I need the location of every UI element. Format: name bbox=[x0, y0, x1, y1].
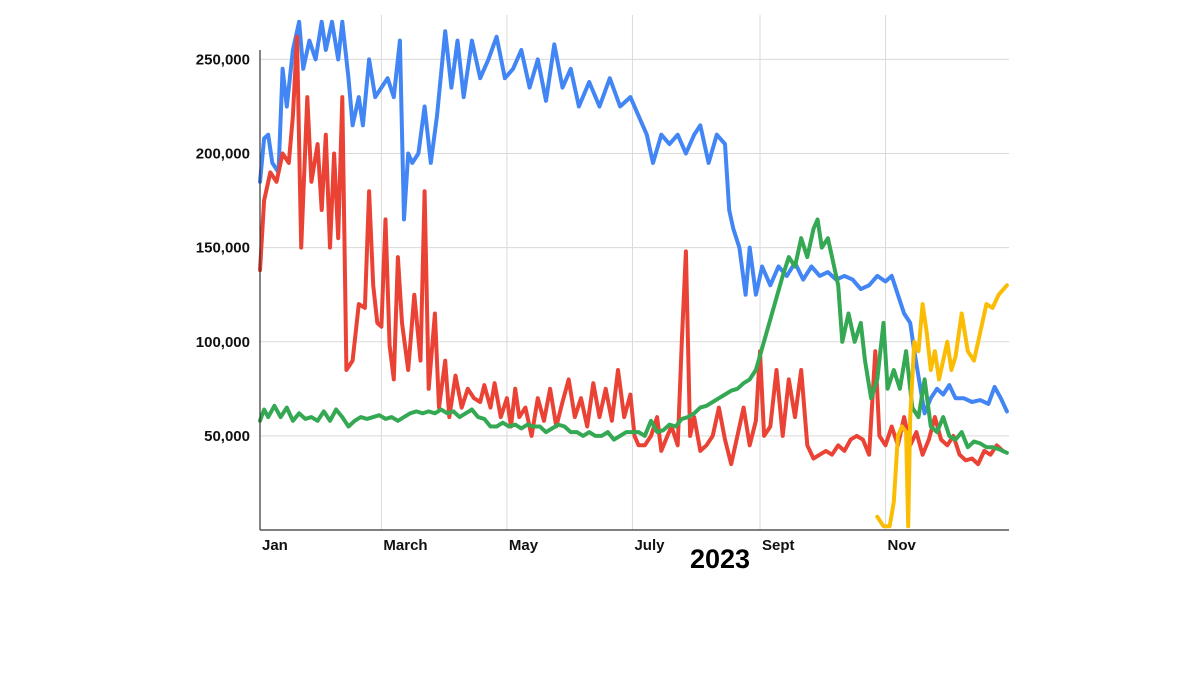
series-lines bbox=[258, 19, 1009, 529]
series-line-2 bbox=[258, 34, 1005, 467]
x-tick-label: May bbox=[509, 537, 539, 554]
y-tick-label: 250,000 bbox=[196, 51, 250, 68]
y-tick-label: 200,000 bbox=[196, 146, 250, 163]
x-axis-title: 2023 bbox=[690, 544, 750, 574]
series-line-1 bbox=[258, 19, 1009, 416]
x-tick-label: Nov bbox=[888, 537, 917, 554]
y-tick-label: 100,000 bbox=[196, 334, 250, 351]
series-line-3 bbox=[258, 217, 1009, 455]
x-tick-label: July bbox=[634, 537, 665, 554]
y-tick-label: 50,000 bbox=[204, 428, 250, 445]
y-tick-label: 150,000 bbox=[196, 240, 250, 257]
axes: 50,000 100,000 150,000 200,000 250,000 Jan Mar… bbox=[196, 50, 1009, 554]
x-tick-label: Sept bbox=[762, 537, 795, 554]
series-line-4 bbox=[875, 283, 1009, 529]
x-tick-label: March bbox=[383, 537, 427, 554]
x-tick-label: Jan bbox=[262, 537, 288, 554]
